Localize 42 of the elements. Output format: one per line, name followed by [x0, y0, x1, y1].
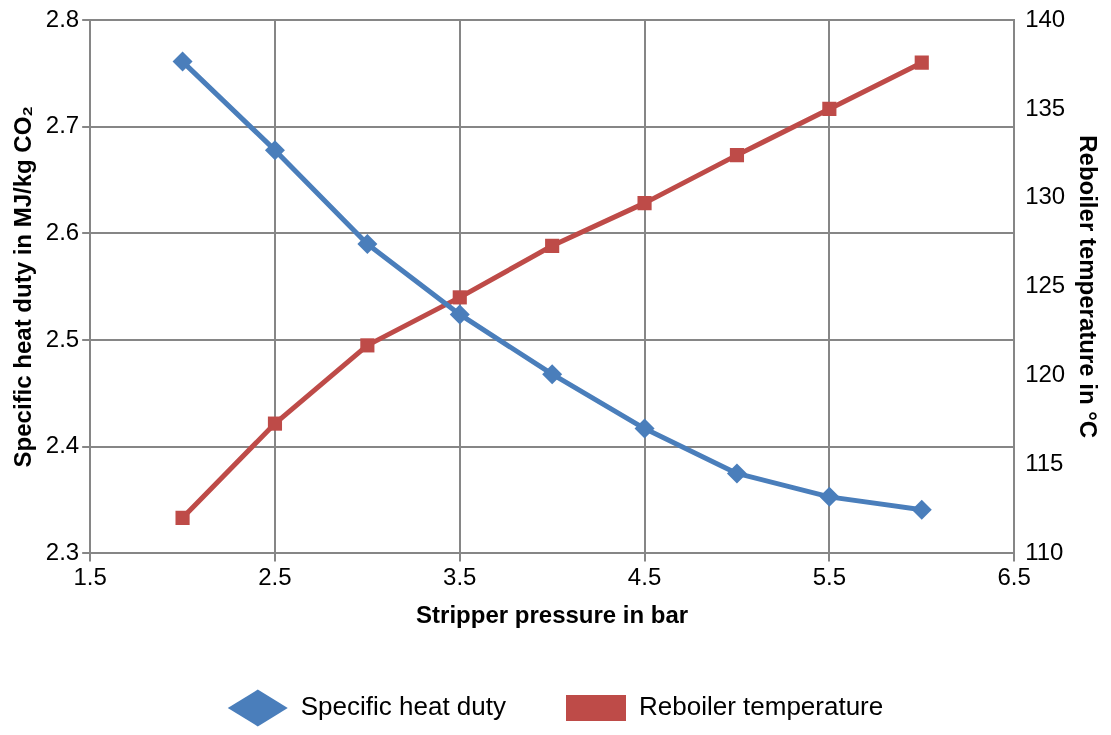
y-tick-label: 2.6	[45, 217, 80, 245]
x-tick-label: 3.5	[443, 563, 477, 591]
x-tick-label: 1.5	[73, 563, 107, 591]
point	[175, 510, 190, 525]
point	[819, 486, 840, 507]
legend-label: Reboiler temperature	[639, 691, 884, 722]
point	[637, 196, 652, 211]
point	[729, 148, 745, 163]
y2-tick-label: 115	[1025, 449, 1064, 477]
point	[360, 338, 375, 353]
y-tick-label: 2.3	[45, 538, 80, 566]
y-tick-label: 2.7	[45, 111, 80, 139]
point	[634, 418, 655, 439]
point	[542, 364, 563, 385]
y2-tick-label: 130	[1025, 182, 1066, 210]
point	[726, 463, 747, 484]
legend-label: Specific heat duty	[300, 691, 506, 722]
y2-axis-title: Reboiler temperature in °C	[1074, 135, 1102, 439]
x-tick-label: 4.5	[627, 563, 662, 591]
point	[357, 234, 378, 255]
x-tick-label: 5.5	[812, 563, 847, 591]
point	[267, 416, 283, 431]
y2-tick-label: 125	[1025, 271, 1066, 299]
y2-tick-label: 140	[1025, 4, 1066, 32]
point	[822, 101, 837, 116]
x-axis-title: Stripper pressure in bar	[416, 601, 689, 629]
x-tick-label: 6.5	[997, 563, 1031, 591]
y-tick-label: 2.5	[45, 324, 80, 352]
y2-tick-label: 135	[1025, 93, 1066, 121]
y2-tick-label: 120	[1025, 360, 1066, 388]
point	[914, 55, 929, 70]
point	[172, 51, 193, 72]
point	[452, 290, 467, 305]
y-axis-title: Specific heat duty in MJ/kg CO₂	[9, 106, 37, 468]
y-tick-label: 2.8	[45, 4, 80, 32]
y-tick-label: 2.4	[45, 431, 80, 459]
y2-tick-label: 110	[1025, 538, 1064, 566]
point	[911, 499, 932, 520]
point	[449, 304, 470, 325]
x-tick-label: 2.5	[258, 563, 292, 591]
point	[264, 140, 285, 161]
point	[545, 238, 560, 253]
